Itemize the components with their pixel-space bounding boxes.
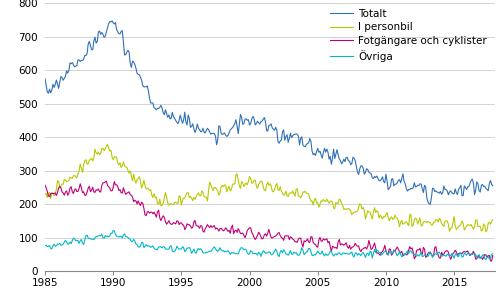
Fotgängare och cyklister — [42, 183, 48, 187]
Övriga — [117, 234, 123, 238]
Övriga — [483, 257, 489, 261]
Fotgängare och cyklister — [259, 237, 265, 241]
Line: I personbil: I personbil — [45, 144, 492, 232]
I personbil — [240, 181, 246, 185]
Totalt — [427, 203, 433, 206]
I personbil — [490, 218, 496, 222]
Övriga — [240, 246, 246, 250]
Totalt — [109, 19, 115, 23]
Totalt — [433, 189, 439, 193]
Totalt — [259, 119, 265, 123]
I personbil — [42, 192, 48, 196]
Övriga — [396, 252, 402, 256]
Övriga — [490, 252, 496, 256]
Övriga — [110, 229, 116, 232]
I personbil — [259, 180, 265, 183]
I personbil — [117, 161, 123, 165]
Övriga — [42, 244, 48, 248]
I personbil — [432, 220, 438, 224]
Övriga — [54, 242, 60, 246]
Totalt — [117, 32, 123, 36]
Fotgängare och cyklister — [54, 191, 60, 194]
Fotgängare och cyklister — [490, 254, 496, 257]
Fotgängare och cyklister — [432, 246, 438, 249]
I personbil — [483, 230, 489, 234]
Totalt — [396, 178, 402, 182]
I personbil — [396, 219, 402, 223]
Legend: Totalt, I personbil, Fotgängare och cyklister, Övriga: Totalt, I personbil, Fotgängare och cykl… — [326, 6, 490, 65]
Line: Totalt: Totalt — [45, 21, 492, 205]
Totalt — [490, 184, 496, 188]
Fotgängare och cyklister — [104, 179, 110, 183]
Totalt — [240, 123, 246, 126]
Fotgängare och cyklister — [240, 231, 246, 235]
Totalt — [54, 83, 60, 86]
Totalt — [42, 77, 48, 81]
Line: Övriga: Övriga — [45, 230, 492, 259]
Line: Fotgängare och cyklister: Fotgängare och cyklister — [45, 181, 492, 261]
I personbil — [54, 179, 60, 183]
I personbil — [104, 142, 110, 146]
Fotgängare och cyklister — [396, 248, 402, 251]
Fotgängare och cyklister — [117, 188, 123, 192]
Fotgängare och cyklister — [488, 259, 494, 263]
Övriga — [432, 252, 438, 256]
Övriga — [259, 251, 265, 255]
